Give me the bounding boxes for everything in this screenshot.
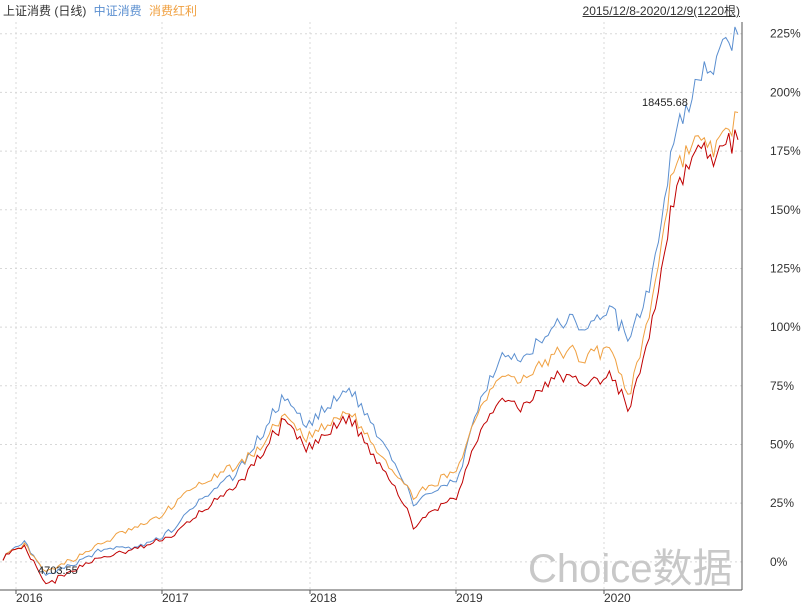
grid-lines bbox=[0, 22, 742, 590]
series-line-consumer-dividend bbox=[2, 111, 739, 572]
x-tick-label: 2016 bbox=[16, 591, 43, 605]
y-axis-labels: 0% 25% 50% 75% 100% 125% 150% 175% 200% 225% bbox=[770, 27, 801, 569]
chart-header: 上证消费 (日线) 中证消费 消费红利 2015/12/8-2020/12/9(… bbox=[0, 0, 806, 22]
y-tick-label: 150% bbox=[770, 203, 801, 217]
x-tick-label: 2018 bbox=[310, 591, 337, 605]
annotations: 18455.68 4703.55 bbox=[38, 97, 688, 577]
axes bbox=[0, 22, 743, 594]
y-tick-label: 200% bbox=[770, 85, 801, 99]
date-range[interactable]: 2015/12/8-2020/12/9(1220根) bbox=[582, 4, 740, 18]
x-axis-labels: 2016 2017 2018 2019 2020 bbox=[16, 591, 631, 605]
legend-series-2[interactable]: 消费红利 bbox=[149, 4, 198, 18]
y-tick-label: 25% bbox=[770, 496, 794, 510]
y-tick-label: 100% bbox=[770, 320, 801, 334]
legend: 上证消费 (日线) 中证消费 消费红利 bbox=[3, 0, 201, 22]
watermark: Choice数据 bbox=[528, 547, 733, 591]
y-tick-label: 75% bbox=[770, 379, 794, 393]
y-tick-label: 175% bbox=[770, 144, 801, 158]
legend-series-1[interactable]: 中证消费 bbox=[93, 4, 142, 18]
series-line-csi-consumer bbox=[2, 26, 739, 576]
legend-index-name: 上证消费 (日线) bbox=[3, 4, 87, 18]
y-tick-label: 225% bbox=[770, 27, 801, 41]
series-line-sse-consumer bbox=[2, 129, 739, 585]
x-tick-label: 2017 bbox=[162, 591, 189, 605]
y-tick-label: 50% bbox=[770, 437, 794, 451]
y-tick-label: 125% bbox=[770, 261, 801, 275]
annotation-high: 18455.68 bbox=[642, 97, 688, 109]
x-tick-label: 2019 bbox=[456, 591, 483, 605]
x-tick-label: 2020 bbox=[604, 591, 631, 605]
annotation-low: 4703.55 bbox=[38, 565, 78, 577]
y-tick-label: 0% bbox=[770, 555, 788, 569]
series-lines bbox=[2, 26, 739, 585]
